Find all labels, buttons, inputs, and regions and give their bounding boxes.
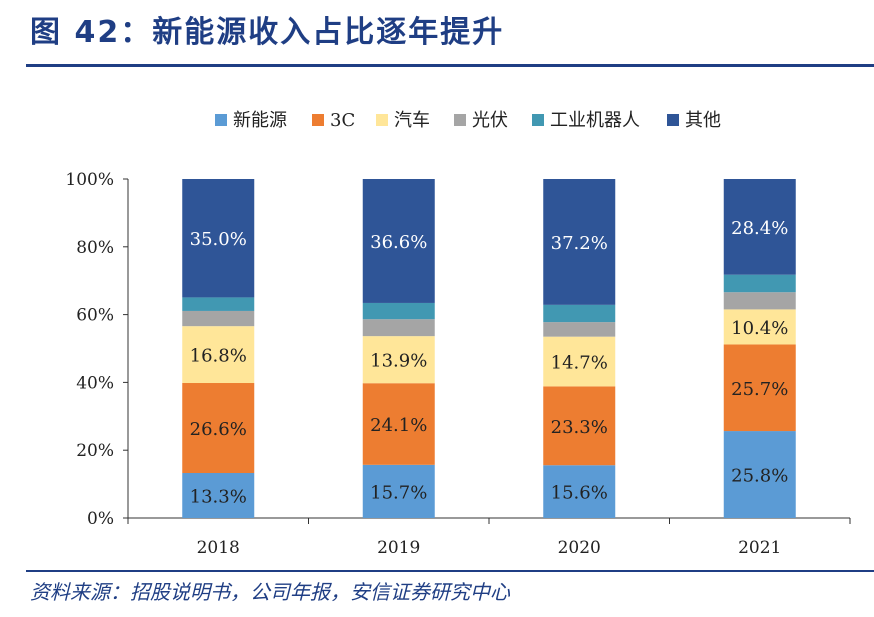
bar-data-label: 36.6%: [370, 232, 427, 253]
bar-segment: [182, 473, 255, 518]
bar-data-label: 13.9%: [370, 351, 427, 372]
y-tick-label: 80%: [76, 238, 114, 258]
legend-swatch: [312, 114, 324, 126]
bar-segment: [543, 465, 616, 518]
bar-segment: [543, 304, 616, 323]
x-tick-label: 2019: [377, 538, 420, 558]
bar-segment: [362, 179, 435, 303]
legend-swatch: [376, 114, 388, 126]
source-rule: [26, 570, 874, 572]
bar-data-label: 26.6%: [190, 419, 247, 440]
bar-segment: [723, 274, 796, 293]
bar-data-label: 15.7%: [370, 482, 427, 503]
x-tick-label: 2021: [738, 538, 781, 558]
y-tick-label: 20%: [76, 441, 114, 461]
legend-swatch: [532, 114, 544, 126]
x-tick-label: 2018: [197, 538, 240, 558]
bar-segment: [723, 179, 796, 275]
bar-segment: [723, 309, 796, 345]
y-tick-label: 60%: [76, 306, 114, 326]
bar-segment: [362, 383, 435, 465]
bar-segment: [723, 431, 796, 518]
legend-label: 新能源: [233, 110, 287, 131]
legend-label: 光伏: [472, 110, 508, 131]
bar-segment: [362, 336, 435, 384]
bar-segment: [543, 179, 616, 305]
bar-data-label: 25.7%: [731, 379, 788, 400]
chart-bars: [182, 179, 796, 518]
bar-data-label: 35.0%: [190, 229, 247, 250]
bar-data-label: 10.4%: [731, 318, 788, 339]
figure-title: 图 42：新能源收入占比逐年提升: [30, 15, 505, 50]
y-tick-label: 40%: [76, 373, 114, 393]
bar-data-label: 28.4%: [731, 218, 788, 239]
legend-label: 汽车: [394, 110, 430, 131]
bar-segment: [182, 326, 255, 384]
bar-data-label: 23.3%: [551, 417, 608, 438]
bar-data-label: 16.8%: [190, 346, 247, 367]
title-rule: [26, 64, 874, 67]
bar-segment: [362, 302, 435, 320]
bar-data-label: 25.8%: [731, 466, 788, 487]
chart-legend: 新能源 3C 汽车 光伏 工业机器人 其他: [215, 110, 721, 131]
bar-data-label: 15.6%: [551, 483, 608, 504]
y-tick-label: 100%: [65, 170, 114, 190]
bar-segment: [182, 297, 255, 311]
y-tick-label: 0%: [87, 509, 114, 529]
bar-segment: [543, 386, 616, 466]
legend-swatch: [215, 114, 227, 126]
legend-label: 工业机器人: [550, 110, 640, 131]
bar-segment: [543, 322, 616, 337]
bar-data-label: 37.2%: [551, 233, 608, 254]
bar-segment: [182, 310, 255, 327]
source-note: 资料来源：招股说明书，公司年报，安信证券研究中心: [30, 580, 510, 604]
bar-segment: [182, 179, 255, 298]
bar-segment: [723, 292, 796, 310]
chart-data-labels: 13.3% 26.6% 16.8% 35.0% 15.7% 24.1% 13.9% 36.6%…: [190, 218, 789, 508]
legend-swatch: [667, 114, 679, 126]
legend-label: 其他: [685, 110, 721, 131]
legend-label: 3C: [330, 110, 355, 131]
bar-data-label: 24.1%: [370, 415, 427, 436]
bar-segment: [543, 336, 616, 387]
bar-segment: [362, 319, 435, 337]
bar-data-label: 13.3%: [190, 487, 247, 508]
bar-segment: [723, 344, 796, 432]
bar-data-label: 14.7%: [551, 353, 608, 374]
legend-swatch: [454, 114, 466, 126]
bar-segment: [362, 464, 435, 518]
bar-segment: [182, 383, 255, 474]
x-tick-label: 2020: [558, 538, 601, 558]
